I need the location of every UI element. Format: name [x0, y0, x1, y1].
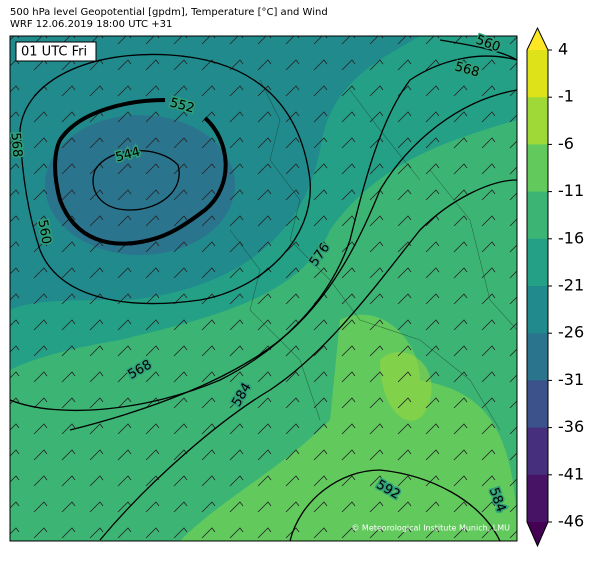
tick-label: -46 — [558, 512, 584, 531]
time-box — [15, 41, 97, 62]
tick-label: -31 — [558, 370, 584, 389]
contour-label: 560 — [34, 218, 53, 245]
subtitle: WRF 12.06.2019 18:00 UTC +31 — [10, 19, 172, 30]
map-frame — [9, 35, 518, 542]
colorbar-bin — [527, 427, 548, 476]
colorbar-extend-bottom — [527, 522, 548, 546]
tick-label: -21 — [558, 276, 584, 295]
colorbar-extend-top — [527, 28, 548, 50]
map — [10, 36, 517, 541]
tick-label: -41 — [558, 464, 584, 483]
tick-label: 4 — [558, 40, 568, 59]
colorbar-bin — [527, 191, 548, 240]
tick-label: -6 — [558, 134, 574, 153]
colorbar-bin — [527, 333, 548, 381]
tick-label: -11 — [558, 181, 584, 200]
colorbar-bin — [527, 50, 548, 98]
tick-label: -36 — [558, 417, 584, 436]
contour-label: 568 — [7, 132, 24, 158]
colorbar-bin — [527, 238, 548, 287]
colorbar-bin — [527, 97, 548, 145]
time-label: 01 UTC Fri — [21, 45, 87, 60]
tick-label: -1 — [558, 87, 574, 106]
colorbar-bin — [527, 380, 548, 429]
colorbar-bin — [527, 144, 548, 193]
colorbar-bin — [527, 286, 548, 334]
colorbar: 4 -1 -6 -11 -16 -21 -26 -31 -36 -41 -46 — [526, 26, 584, 548]
tick-label: -16 — [558, 228, 584, 247]
colorbar-bin — [527, 474, 548, 523]
title: 500 hPa level Geopotential [gpdm], Tempe… — [10, 7, 328, 18]
tick-label: -26 — [558, 323, 584, 342]
credit: © Meteorological Institute Munich, LMU — [351, 524, 510, 533]
